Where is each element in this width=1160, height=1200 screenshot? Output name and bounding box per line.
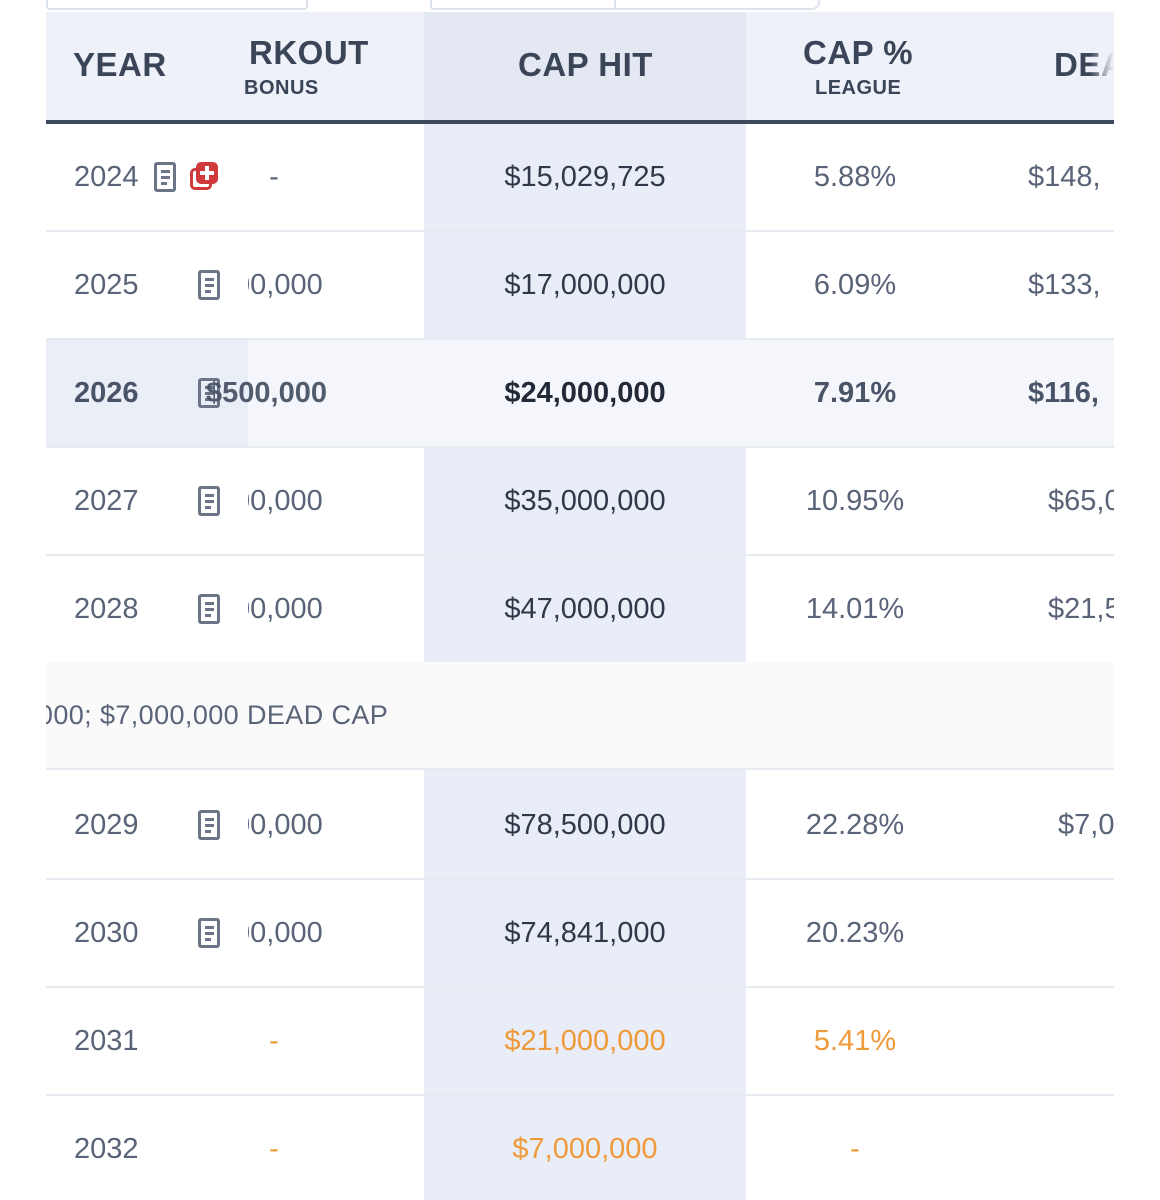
document-icon[interactable] xyxy=(198,594,220,624)
dead-cap-cell: $7,0 xyxy=(1058,808,1114,841)
year-cell: 2024 xyxy=(74,160,139,193)
tab-bar xyxy=(0,0,1160,12)
year-cell: 2025 xyxy=(74,268,139,301)
contract-table: YEAR RKOUT BONUS CAP HIT CAP % LEAGUE DE… xyxy=(46,12,1114,1200)
document-icon[interactable] xyxy=(198,486,220,516)
cap-pct-cell: 6.09% xyxy=(813,268,897,301)
table-row-future[interactable]: 2031 - $21,000,000 5.41% xyxy=(46,988,1114,1096)
row-divider xyxy=(46,768,1114,770)
cap-hit-cell: $47,000,000 xyxy=(504,592,666,625)
row-divider xyxy=(46,554,1114,556)
cap-pct-cell: 10.95% xyxy=(805,484,905,517)
year-cell: 2029 xyxy=(74,808,139,841)
year-cell: 2030 xyxy=(74,916,139,949)
cap-hit-cell: $74,841,000 xyxy=(504,916,666,949)
cap-hit-cell: $21,000,000 xyxy=(504,1024,666,1057)
cap-pct-cell: 5.41% xyxy=(813,1024,897,1057)
tab-left[interactable] xyxy=(46,0,308,10)
workout-cell: $500,000 xyxy=(206,376,327,409)
row-divider xyxy=(46,1094,1114,1096)
header-rule xyxy=(46,120,1114,124)
document-icon[interactable] xyxy=(198,378,220,408)
header-year[interactable]: YEAR xyxy=(73,46,167,83)
medical-cross-icon[interactable] xyxy=(190,162,218,192)
cap-hit-cell: $24,000,000 xyxy=(504,376,666,409)
dead-cap-cell: $65,0 xyxy=(1048,484,1114,517)
table-row[interactable]: 2025 00,000 $17,000,000 6.09% $133, xyxy=(46,232,1114,340)
dead-cap-note: ,000; $7,000,000 DEAD CAP xyxy=(46,699,389,730)
table-row[interactable]: 2028 00,000 $47,000,000 14.01% $21,5 xyxy=(46,556,1114,664)
cap-hit-cell: $15,029,725 xyxy=(504,160,666,193)
workout-cell: - xyxy=(269,1024,279,1057)
header-workout-sub: BONUS xyxy=(244,77,319,99)
year-cell: 2028 xyxy=(74,592,139,625)
row-divider xyxy=(46,230,1114,232)
row-divider xyxy=(46,446,1114,448)
year-cell: 2026 xyxy=(74,376,139,409)
cap-pct-cell: - xyxy=(850,1132,860,1165)
table-row-future[interactable]: 2032 - $7,000,000 - xyxy=(46,1096,1114,1200)
cap-pct-cell: 14.01% xyxy=(805,592,905,625)
cap-hit-cell: $7,000,000 xyxy=(512,1132,658,1165)
table-row[interactable]: 2024 - $15,029,725 5.88% $148, xyxy=(46,124,1114,232)
workout-cell: - xyxy=(269,1132,279,1165)
table-header: YEAR RKOUT BONUS CAP HIT CAP % LEAGUE DE… xyxy=(46,12,1114,120)
cap-hit-cell: $78,500,000 xyxy=(504,808,666,841)
year-cell-highlight xyxy=(46,340,248,446)
year-cell: 2027 xyxy=(74,484,139,517)
cap-hit-cell: $35,000,000 xyxy=(504,484,666,517)
dead-cap-cell: $133, xyxy=(1028,268,1101,301)
workout-cell: 00,000 xyxy=(248,916,323,949)
workout-cell: - xyxy=(269,160,279,193)
cap-pct-cell: 22.28% xyxy=(805,808,905,841)
row-divider xyxy=(46,338,1114,340)
header-cap-pct-sub: LEAGUE xyxy=(815,77,902,99)
header-fade xyxy=(1090,12,1114,120)
dead-cap-cell: $21,5 xyxy=(1048,592,1114,625)
dead-cap-cell: $148, xyxy=(1028,160,1101,193)
table-row-current[interactable]: ) 2026 $500,000 $24,000,000 7.91% $116, xyxy=(46,340,1114,448)
workout-cell: 00,000 xyxy=(248,808,323,841)
year-cell: 2031 xyxy=(74,1024,139,1057)
year-cell: 2032 xyxy=(74,1132,139,1165)
header-cap-hit[interactable]: CAP HIT xyxy=(518,46,653,83)
workout-cell: 00,000 xyxy=(248,592,323,625)
table-row[interactable]: 2030 00,000 $74,841,000 20.23% xyxy=(46,880,1114,988)
cap-pct-cell: 5.88% xyxy=(813,160,897,193)
table-row[interactable]: 2029 00,000 $78,500,000 22.28% $7,0 xyxy=(46,772,1114,880)
workout-cell: 00,000 xyxy=(248,268,323,301)
cap-hit-cell: $17,000,000 xyxy=(504,268,666,301)
cap-hit-header-band xyxy=(424,12,746,120)
document-icon[interactable] xyxy=(154,162,176,192)
document-icon[interactable] xyxy=(198,270,220,300)
document-icon[interactable] xyxy=(198,918,220,948)
cap-pct-cell: 7.91% xyxy=(813,376,897,409)
header-cap-pct[interactable]: CAP % xyxy=(803,34,914,71)
dead-cap-note-row: ,000; $7,000,000 DEAD CAP xyxy=(46,662,1114,770)
tab-middle[interactable] xyxy=(430,0,614,10)
cap-pct-cell: 20.23% xyxy=(805,916,905,949)
header-workout[interactable]: RKOUT xyxy=(249,34,369,71)
workout-cell: 00,000 xyxy=(248,484,323,517)
dead-cap-cell: $116, xyxy=(1028,376,1099,409)
document-icon[interactable] xyxy=(198,810,220,840)
right-gutter xyxy=(1114,12,1160,1200)
tab-right[interactable] xyxy=(614,0,820,10)
row-divider xyxy=(46,986,1114,988)
row-divider xyxy=(46,878,1114,880)
table-row[interactable]: 2027 00,000 $35,000,000 10.95% $65,0 xyxy=(46,448,1114,556)
